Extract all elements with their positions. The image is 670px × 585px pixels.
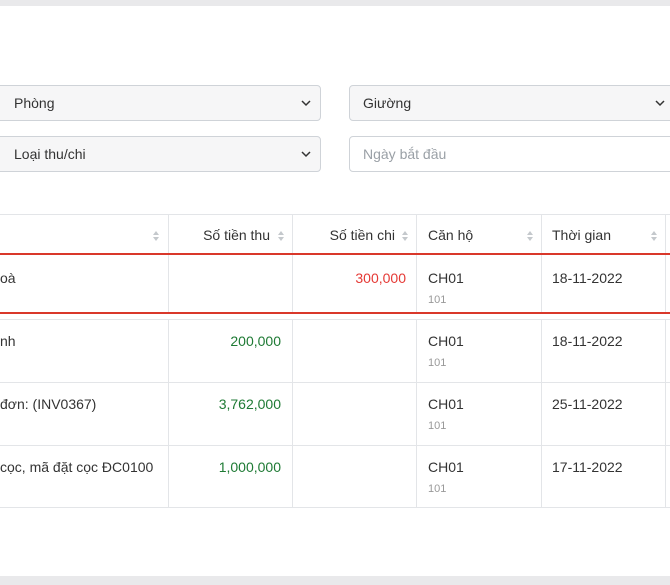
column-divider (541, 319, 542, 382)
column-divider (665, 255, 666, 312)
header-expense[interactable]: Số tiền chi (293, 215, 416, 253)
cell-room: 101 (428, 483, 447, 495)
column-divider (168, 215, 169, 253)
cell-apartment: CH01 (428, 396, 464, 412)
header-description[interactable] (0, 215, 168, 253)
header-time[interactable]: Thời gian (542, 215, 665, 253)
column-divider (168, 445, 169, 507)
cell-time: 25-11-2022 (552, 396, 623, 412)
sort-icon (651, 231, 657, 241)
header-income[interactable]: Số tiền thu (169, 215, 292, 253)
cell-time: 18-11-2022 (552, 270, 623, 286)
bed-select-value: Giường (363, 95, 412, 111)
header-apartment-label: Căn hộ (428, 227, 474, 243)
row-highlight-top (0, 253, 670, 255)
cell-time: 18-11-2022 (552, 333, 623, 349)
column-divider (416, 215, 417, 253)
column-divider (665, 215, 666, 253)
row-divider (0, 445, 670, 446)
cell-income: 1,000,000 (218, 459, 281, 475)
column-divider (665, 319, 666, 382)
column-divider (665, 445, 666, 507)
row-divider (0, 507, 670, 508)
cell-room: 101 (428, 294, 447, 306)
column-divider (541, 445, 542, 507)
type-select-value: Loại thu/chi (14, 146, 86, 162)
cell-description: nh (0, 333, 16, 349)
column-divider (416, 319, 417, 382)
column-divider (541, 382, 542, 445)
row-divider (0, 319, 670, 320)
sort-icon (402, 231, 408, 241)
column-divider (665, 382, 666, 445)
header-apartment[interactable]: Căn hộ (417, 215, 541, 253)
type-select[interactable]: Loại thu/chi (0, 136, 321, 172)
room-select[interactable]: Phòng (0, 85, 321, 121)
header-expense-label: Số tiền chi (329, 227, 395, 243)
cell-income: 3,762,000 (218, 396, 281, 412)
column-divider (168, 319, 169, 382)
cell-income: 200,000 (230, 333, 281, 349)
column-divider (168, 382, 169, 445)
chevron-down-icon (655, 100, 665, 107)
cell-expense: 300,000 (355, 270, 406, 286)
column-divider (541, 255, 542, 312)
cell-apartment: CH01 (428, 270, 464, 286)
chevron-down-icon (301, 151, 311, 158)
column-divider (416, 382, 417, 445)
cell-room: 101 (428, 357, 447, 369)
column-divider (292, 319, 293, 382)
sort-icon (527, 231, 533, 241)
content-card: Phòng Giường Loại thu/chi Ngày bắt đầu S… (0, 6, 670, 576)
cell-description: cọc, mã đặt cọc ĐC0100 (0, 459, 154, 475)
column-divider (292, 445, 293, 507)
cell-description: đơn: (INV0367) (0, 396, 97, 412)
column-divider (541, 215, 542, 253)
header-time-label: Thời gian (552, 227, 611, 243)
cell-time: 17-11-2022 (552, 459, 623, 475)
column-divider (292, 255, 293, 312)
cell-apartment: CH01 (428, 459, 464, 475)
column-divider (292, 382, 293, 445)
sort-icon (278, 231, 284, 241)
row-divider (0, 382, 670, 383)
start-date-input[interactable]: Ngày bắt đầu (349, 136, 670, 172)
cell-description: oà (0, 270, 16, 286)
row-highlight-bottom (0, 312, 670, 314)
table-top-border (0, 214, 670, 215)
room-select-value: Phòng (14, 95, 55, 111)
column-divider (416, 255, 417, 312)
column-divider (416, 445, 417, 507)
start-date-placeholder: Ngày bắt đầu (363, 146, 447, 162)
bed-select[interactable]: Giường (349, 85, 670, 121)
column-divider (292, 215, 293, 253)
chevron-down-icon (301, 100, 311, 107)
column-divider (168, 255, 169, 312)
cell-apartment: CH01 (428, 333, 464, 349)
cell-room: 101 (428, 420, 447, 432)
sort-icon (153, 231, 159, 241)
header-income-label: Số tiền thu (203, 227, 270, 243)
